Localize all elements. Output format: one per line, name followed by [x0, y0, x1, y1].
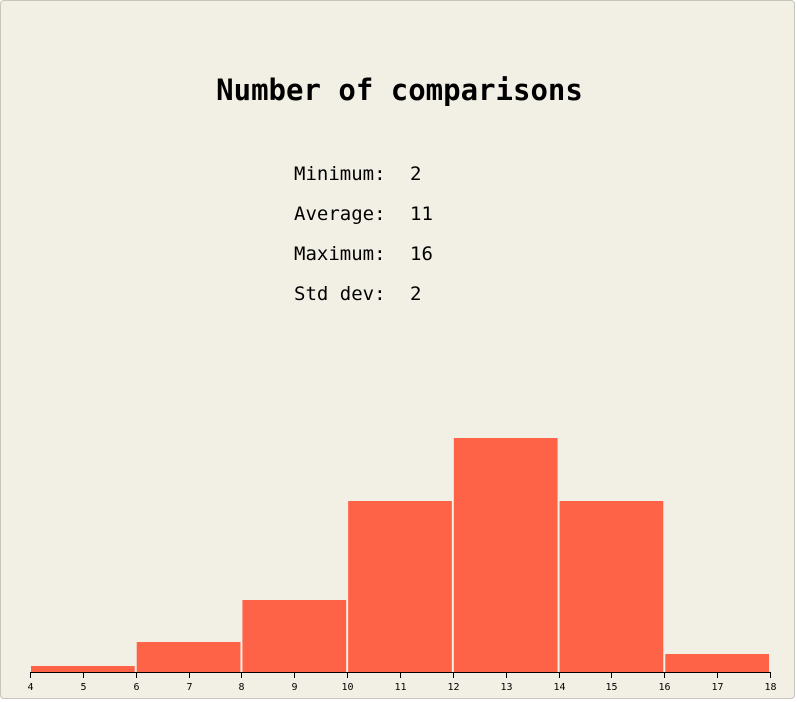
- stat-row-minimum: Minimum: 2: [294, 160, 433, 200]
- histogram-bar: [453, 438, 558, 672]
- histogram-chart: 4 5 6 7 8 9 10 11 12 13 14 15 16 17 18: [27, 438, 777, 693]
- x-tick-label: 12: [447, 682, 459, 693]
- stat-label: Average:: [294, 203, 386, 225]
- stat-value: 11: [410, 203, 433, 225]
- x-tick-label: 7: [186, 682, 192, 693]
- x-tick-label: 4: [27, 682, 33, 693]
- stats-table: Minimum: 2 Average: 11 Maximum: 16 Std dev:…: [294, 160, 433, 320]
- x-tick-label: 18: [764, 682, 776, 693]
- histogram-bars: [31, 438, 769, 672]
- stat-label: Std dev:: [294, 283, 386, 305]
- x-tick-label: 10: [341, 682, 353, 693]
- stat-label: Minimum:: [294, 163, 386, 185]
- stat-value: 16: [410, 243, 433, 265]
- x-tick-label: 5: [80, 682, 86, 693]
- x-tick-label: 6: [133, 682, 139, 693]
- x-axis: 4 5 6 7 8 9 10 11 12 13 14 15 16 17 18: [27, 672, 777, 693]
- histogram-bar: [31, 666, 135, 672]
- stat-value: 2: [410, 283, 422, 305]
- x-tick-label: 13: [500, 682, 512, 693]
- stat-value: 2: [410, 163, 422, 185]
- x-tick-label: 16: [658, 682, 670, 693]
- x-tick-label: 17: [711, 682, 723, 693]
- chart-title: Number of comparisons: [216, 73, 583, 107]
- histogram-bar: [242, 600, 347, 672]
- histogram-bar: [136, 642, 241, 672]
- x-tick-label: 14: [553, 682, 565, 693]
- stat-row-std-dev: Std dev: 2: [294, 280, 433, 320]
- histogram-bar: [559, 501, 664, 672]
- stat-label: Maximum:: [294, 243, 386, 265]
- x-tick-label: 9: [291, 682, 297, 693]
- stat-row-average: Average: 11: [294, 200, 433, 240]
- histogram-bar: [348, 501, 452, 672]
- x-tick-label: 15: [605, 682, 617, 693]
- histogram-bar: [665, 654, 769, 672]
- x-tick-label: 11: [394, 682, 406, 693]
- stat-row-maximum: Maximum: 16: [294, 240, 433, 280]
- x-tick-label: 8: [238, 682, 244, 693]
